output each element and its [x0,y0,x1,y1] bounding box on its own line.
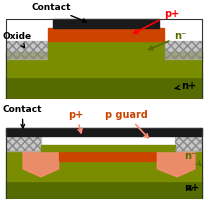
Text: n+: n+ [175,81,196,91]
Bar [175,128,202,136]
Bar [48,28,164,41]
Bar [6,41,48,59]
Bar [6,52,202,77]
Bar [6,151,202,181]
Text: n⁻: n⁻ [184,151,201,165]
Bar [175,136,202,151]
Text: Oxide: Oxide [2,32,32,48]
Text: p+: p+ [68,110,84,133]
Bar [175,136,202,151]
Bar [53,19,159,28]
Bar [164,41,202,59]
Bar [6,136,41,151]
Bar [164,41,202,59]
Bar [41,128,175,136]
Bar [6,77,202,99]
Text: Contact: Contact [31,3,86,22]
Text: n+: n+ [184,183,199,193]
Bar [48,41,164,59]
Bar [6,19,202,99]
Bar [6,128,202,199]
Bar [41,145,175,151]
Text: n⁻: n⁻ [149,31,186,50]
Polygon shape [157,151,195,177]
Bar [6,128,41,136]
Polygon shape [23,151,59,177]
Bar [6,41,48,59]
Bar [6,181,202,199]
Text: Contact: Contact [2,105,42,128]
Text: p+: p+ [134,9,179,33]
Text: p guard: p guard [105,110,148,138]
Bar [59,151,157,161]
Bar [6,136,41,151]
